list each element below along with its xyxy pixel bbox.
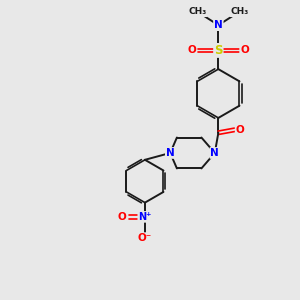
Text: O: O <box>118 212 126 222</box>
Text: CH₃: CH₃ <box>230 7 248 16</box>
Text: N: N <box>210 148 219 158</box>
Text: N: N <box>166 148 175 158</box>
Text: CH₃: CH₃ <box>188 7 207 16</box>
Text: N: N <box>214 20 223 30</box>
Text: O: O <box>236 125 244 135</box>
Text: N⁺: N⁺ <box>138 212 152 222</box>
Text: O⁻: O⁻ <box>138 233 152 243</box>
Text: S: S <box>214 44 223 57</box>
Text: O: O <box>188 45 197 56</box>
Text: O: O <box>240 45 249 56</box>
